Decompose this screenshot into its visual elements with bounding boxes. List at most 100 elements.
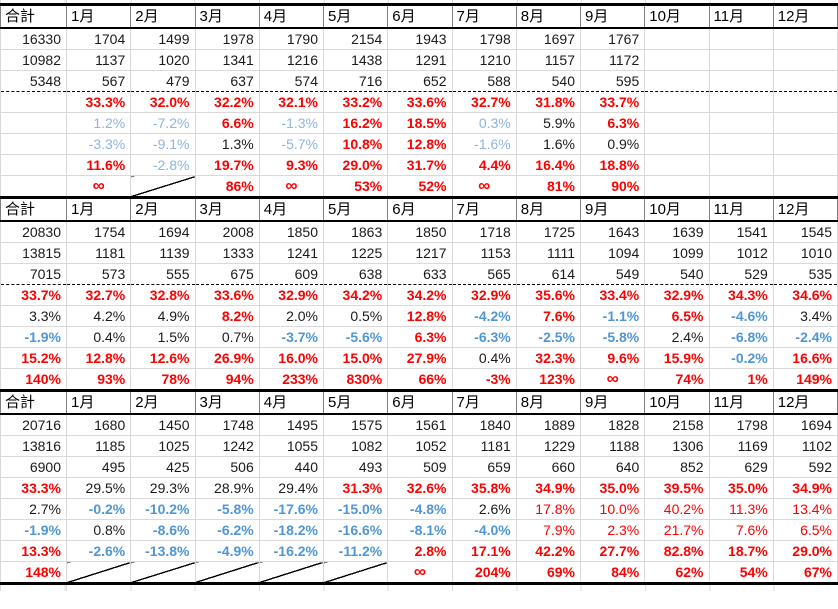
s2-r2-c10-cell[interactable]: 1099 <box>644 242 710 264</box>
s2-r2-c3-cell[interactable]: 1333 <box>194 242 260 264</box>
s2-header-c7[interactable]: 7月 <box>451 196 517 222</box>
s3-r8-c3-diagonal-na-cell[interactable] <box>194 561 260 585</box>
s1-r5-c6-cell[interactable]: 18.5% <box>387 112 453 134</box>
s3-header-c6[interactable]: 6月 <box>387 389 453 415</box>
s2-r3-c2-cell[interactable]: 555 <box>130 263 196 285</box>
s3-r4-c12-cell[interactable]: 34.9% <box>772 477 838 499</box>
s3-r3-c9-cell[interactable]: 640 <box>579 456 646 478</box>
s3-r1-c3-cell[interactable]: 1748 <box>194 414 260 436</box>
s3-r8-c1-diagonal-na-cell[interactable] <box>65 561 132 585</box>
s2-r4-c2-cell[interactable]: 32.8% <box>130 284 196 306</box>
s3-r3-c6-cell[interactable]: 509 <box>387 456 453 478</box>
s2-r7-c5-cell[interactable]: 15.0% <box>322 347 389 369</box>
s1-header-c8[interactable]: 8月 <box>515 3 582 29</box>
s2-r1-c9-cell[interactable]: 1643 <box>579 221 646 243</box>
s2-r3-c7-cell[interactable]: 565 <box>451 263 517 285</box>
s2-r2-c6-cell[interactable]: 1217 <box>387 242 453 264</box>
s2-r8-c11-cell[interactable]: 1% <box>708 368 774 392</box>
s3-r4-c6-cell[interactable]: 32.6% <box>387 477 453 499</box>
s1-r7-c0-cell[interactable] <box>0 154 67 176</box>
s2-r7-c6-cell[interactable]: 27.9% <box>387 347 453 369</box>
s3-r8-c0-cell[interactable]: 148% <box>0 561 67 585</box>
s2-r3-c1-cell[interactable]: 573 <box>65 263 132 285</box>
s1-r1-c0-cell[interactable]: 16330 <box>0 28 67 50</box>
s3-r4-c10-cell[interactable]: 39.5% <box>644 477 710 499</box>
s2-r6-c5-cell[interactable]: -5.6% <box>322 326 389 348</box>
s1-r5-c5-cell[interactable]: 16.2% <box>322 112 389 134</box>
s2-r6-c1-cell[interactable]: 0.4% <box>65 326 132 348</box>
s2-r8-c1-cell[interactable]: 93% <box>65 368 132 392</box>
s1-r3-c1-cell[interactable]: 567 <box>65 70 132 92</box>
s1-r8-c12-cell[interactable] <box>772 175 838 199</box>
s2-r2-c1-cell[interactable]: 1181 <box>65 242 132 264</box>
s2-r7-c12-cell[interactable]: 16.6% <box>772 347 838 369</box>
s1-r5-c12-cell[interactable] <box>772 112 838 134</box>
s1-r8-c2-diagonal-na-cell[interactable] <box>130 175 196 199</box>
s2-r6-c10-cell[interactable]: 2.4% <box>644 326 710 348</box>
s2-header-c5[interactable]: 5月 <box>322 196 389 222</box>
s3-r4-c5-cell[interactable]: 31.3% <box>322 477 389 499</box>
s3-r5-c7-cell[interactable]: 2.6% <box>451 498 517 520</box>
s3-r6-c5-cell[interactable]: -16.6% <box>322 519 389 541</box>
s1-r5-c2-cell[interactable]: -7.2% <box>130 112 196 134</box>
s2-r8-c5-cell[interactable]: 830% <box>322 368 389 392</box>
s1-r2-c3-cell[interactable]: 1341 <box>194 49 260 71</box>
s1-header-c1[interactable]: 1月 <box>65 3 132 29</box>
s3-header-c5[interactable]: 5月 <box>322 389 389 415</box>
s3-r4-c0-cell[interactable]: 33.3% <box>0 477 67 499</box>
s2-r6-c7-cell[interactable]: -6.3% <box>451 326 517 348</box>
s1-r5-c9-cell[interactable]: 6.3% <box>579 112 646 134</box>
s3-r6-c1-cell[interactable]: 0.8% <box>65 519 132 541</box>
s1-r3-c4-cell[interactable]: 574 <box>258 70 325 92</box>
s3-r1-c11-cell[interactable]: 1798 <box>708 414 774 436</box>
s1-r1-c9-cell[interactable]: 1767 <box>579 28 646 50</box>
s2-r4-c8-cell[interactable]: 35.6% <box>515 284 582 306</box>
s2-r6-c12-cell[interactable]: -2.4% <box>772 326 838 348</box>
s2-r3-c10-cell[interactable]: 540 <box>644 263 710 285</box>
s2-r8-c4-cell[interactable]: 233% <box>258 368 325 392</box>
s2-header-c4[interactable]: 4月 <box>258 196 325 222</box>
s3-r3-c8-cell[interactable]: 660 <box>515 456 582 478</box>
s2-r5-c10-cell[interactable]: 6.5% <box>644 305 710 327</box>
s3-r3-c3-cell[interactable]: 506 <box>194 456 260 478</box>
s3-r8-c7-cell[interactable]: 204% <box>451 561 517 585</box>
s3-r7-c10-cell[interactable]: 82.8% <box>644 540 710 562</box>
s2-r2-c8-cell[interactable]: 1111 <box>515 242 582 264</box>
s2-r1-c7-cell[interactable]: 1718 <box>451 221 517 243</box>
s2-r5-c1-cell[interactable]: 4.2% <box>65 305 132 327</box>
s1-r6-c5-cell[interactable]: 10.8% <box>322 133 389 155</box>
s2-r3-c9-cell[interactable]: 549 <box>579 263 646 285</box>
s2-r1-c6-cell[interactable]: 1850 <box>387 221 453 243</box>
s1-header-c7[interactable]: 7月 <box>451 3 517 29</box>
s1-r3-c5-cell[interactable]: 716 <box>322 70 389 92</box>
s1-r1-c10-cell[interactable] <box>644 28 710 50</box>
s3-r1-c8-cell[interactable]: 1889 <box>515 414 582 436</box>
s1-r3-c0-cell[interactable]: 5348 <box>0 70 67 92</box>
s1-r6-c6-cell[interactable]: 12.8% <box>387 133 453 155</box>
s2-header-c6[interactable]: 6月 <box>387 196 453 222</box>
s2-r7-c2-cell[interactable]: 12.6% <box>130 347 196 369</box>
s2-r7-c4-cell[interactable]: 16.0% <box>258 347 325 369</box>
s1-r6-c11-cell[interactable] <box>708 133 774 155</box>
s1-r4-c5-cell[interactable]: 33.2% <box>322 91 389 113</box>
s2-r4-c10-cell[interactable]: 32.9% <box>644 284 710 306</box>
s3-r1-c2-cell[interactable]: 1450 <box>130 414 196 436</box>
s1-r4-c6-cell[interactable]: 33.6% <box>387 91 453 113</box>
s2-r7-c0-cell[interactable]: 15.2% <box>0 347 67 369</box>
s2-r3-c3-cell[interactable]: 675 <box>194 263 260 285</box>
s1-r4-c12-cell[interactable] <box>772 91 838 113</box>
s1-r5-c8-cell[interactable]: 5.9% <box>515 112 582 134</box>
s1-header-c5[interactable]: 5月 <box>322 3 389 29</box>
s3-r5-c6-cell[interactable]: -4.8% <box>387 498 453 520</box>
s1-r5-c7-cell[interactable]: 0.3% <box>451 112 517 134</box>
s1-header-c12[interactable]: 12月 <box>772 3 838 29</box>
s3-r6-c11-cell[interactable]: 7.6% <box>708 519 774 541</box>
s1-r1-c11-cell[interactable] <box>708 28 774 50</box>
s3-r1-c9-cell[interactable]: 1828 <box>579 414 646 436</box>
s2-r3-c0-cell[interactable]: 7015 <box>0 263 67 285</box>
s3-r7-c11-cell[interactable]: 18.7% <box>708 540 774 562</box>
s1-r1-c4-cell[interactable]: 1790 <box>258 28 325 50</box>
s3-r2-c9-cell[interactable]: 1188 <box>579 435 646 457</box>
s3-r2-c10-cell[interactable]: 1306 <box>644 435 710 457</box>
s2-r5-c9-cell[interactable]: -1.1% <box>579 305 646 327</box>
